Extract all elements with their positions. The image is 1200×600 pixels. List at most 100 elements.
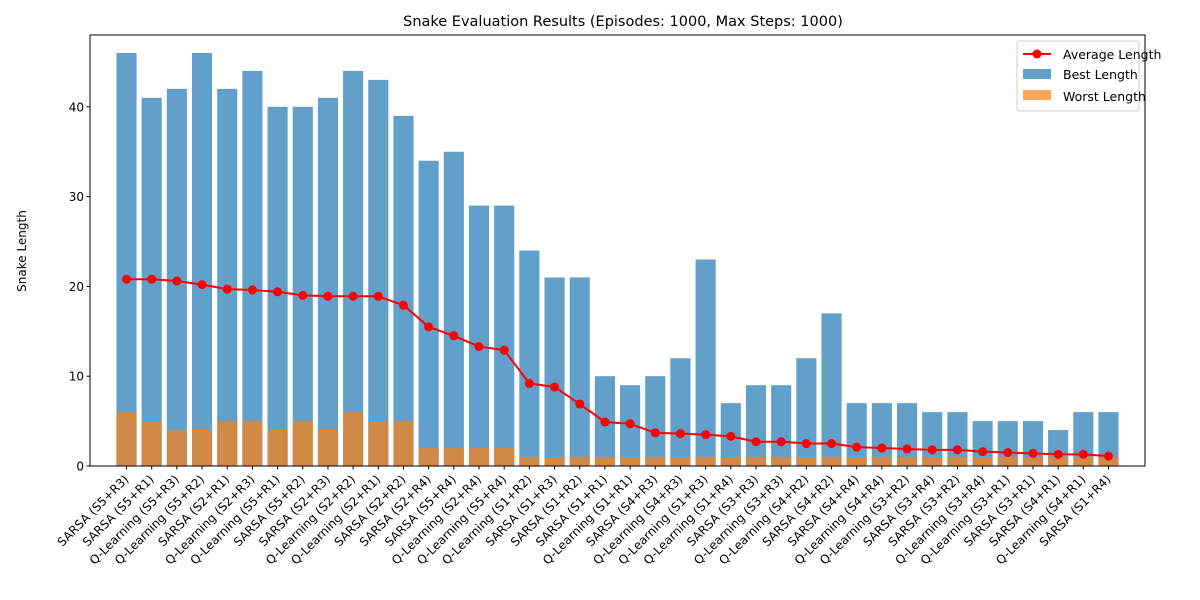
worst-length-bar [594,457,615,466]
worst-length-bar [1048,457,1069,466]
worst-length-bar [343,412,364,466]
average-length-point [600,417,610,427]
average-length-point [902,444,912,454]
worst-length-bar [771,457,792,466]
average-length-point [499,345,509,355]
worst-length-bar [217,421,238,466]
best-length-bar [896,403,918,466]
average-length-point [978,447,988,457]
worst-length-bar [821,457,842,466]
average-length-point [650,428,660,438]
worst-length-bar [494,448,515,466]
worst-length-bar [1073,457,1094,466]
worst-length-bar [1098,457,1119,466]
best-length-bar [191,52,213,466]
average-length-point [524,378,534,388]
worst-length-bar [670,457,691,466]
average-length-line [122,274,1113,461]
best-length-bar [267,106,288,466]
best-length-bar [317,97,339,467]
average-length-point [273,287,283,297]
best-length-bar [846,403,867,466]
worst-length-bar [745,457,767,466]
best-length-bar [922,412,943,466]
best-length-bar [217,88,238,466]
average-length-point [1103,451,1113,461]
average-length-point [197,280,207,290]
worst-length-bar [997,457,1018,466]
best-length-bar [796,358,817,466]
average-length-polyline [126,278,1109,458]
axes-frame [89,34,1146,467]
worst-length-bar [267,430,288,466]
worst-length-bar [1022,457,1044,466]
worst-length-bar [645,457,666,466]
worst-length-bar [317,430,339,466]
average-length-point [298,290,308,300]
average-length-point [827,439,837,449]
worst-length-bar [191,430,213,466]
worst-length-bar [896,457,918,466]
worst-length-bars [116,412,1119,466]
worst-length-bar [443,448,464,466]
y-tick-label: 20 [69,280,84,294]
best-length-bar [972,421,993,466]
legend-worst-swatch [1023,90,1051,100]
average-length-point [776,437,786,447]
worst-length-bar [569,457,590,466]
best-length-bar [292,106,313,466]
average-length-point [952,445,962,455]
average-length-point [550,382,560,392]
average-length-point [625,419,635,429]
best-length-bar [116,52,137,466]
average-length-point [1028,448,1038,458]
best-length-bar [1022,421,1044,466]
best-length-bar [468,205,490,466]
legend-best-swatch [1023,69,1051,79]
best-length-bar [1073,412,1094,466]
worst-length-bar [292,421,313,466]
worst-length-bar [519,457,540,466]
best-length-bars [116,52,1119,467]
worst-length-bar [468,448,490,466]
worst-length-bar [695,457,716,466]
average-length-point [449,331,459,341]
legend: Average Length Best Length Worst Length [1016,40,1161,112]
best-length-bar [670,358,691,466]
y-tick-label: 10 [69,370,84,384]
average-length-point [398,300,408,310]
y-tick-label: 0 [76,460,84,474]
best-length-bar [443,151,464,466]
average-length-point [1078,449,1088,459]
best-length-bar [997,421,1018,466]
worst-length-bar [620,457,641,466]
worst-length-bar [141,421,162,466]
best-length-bar [343,70,364,467]
best-length-bar [368,79,389,466]
best-length-bar [393,115,414,466]
average-length-point [726,431,736,441]
worst-length-bar [922,457,943,466]
y-axis-title: Snake Length [15,210,29,292]
best-length-bar [1098,412,1119,466]
worst-length-bar [368,421,389,466]
legend-average-marker-swatch [1032,49,1042,59]
y-axis: 0 10 20 30 40 [69,100,90,474]
best-length-bar [695,259,716,466]
average-length-point [424,322,434,332]
average-length-point [1053,449,1063,459]
average-length-point [147,274,157,284]
average-length-point [675,429,685,439]
average-length-point [247,285,257,295]
best-length-bar [645,376,666,466]
average-length-point [1003,448,1013,458]
best-length-bar [569,277,590,466]
best-length-bar [745,385,767,466]
worst-length-bar [116,412,137,466]
worst-length-bar [846,457,867,466]
y-tick-label: 30 [69,190,84,204]
worst-length-bar [871,457,892,466]
average-length-point [801,439,811,449]
best-length-bar [947,412,968,466]
